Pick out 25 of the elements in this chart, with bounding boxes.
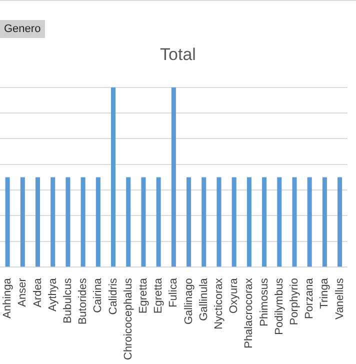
x-tick-label: Ardea — [32, 277, 44, 308]
x-tick-label: Calidris — [107, 278, 120, 315]
x-tick-label: Gallinula — [198, 277, 210, 321]
x-tick-label: Vanellus — [334, 278, 346, 320]
x-tick-label: Anser — [16, 278, 29, 307]
x-tick-label: Bubulcus — [62, 278, 74, 324]
text: Genero — [0, 20, 45, 38]
x-tick-label: Oxyura — [228, 277, 240, 314]
x-tick-label: Gallinago — [182, 278, 195, 325]
x-tick-label: Chroicocephalus — [122, 278, 134, 360]
x-tick-label: Anhinga — [2, 277, 14, 318]
x-tick-label: Phalacrocorax — [243, 278, 256, 348]
chart-title: Total — [160, 44, 196, 64]
x-tick-label: Porphyrio — [288, 278, 301, 326]
x-tick-label: Fulica — [168, 277, 180, 308]
x-tick-label: Cairina — [92, 277, 104, 313]
x-tick-label: Aythya — [46, 277, 59, 312]
x-tick-label: Phimosus — [258, 278, 270, 326]
x-tick-label: Nycticorax — [213, 278, 226, 330]
x-tick-label: Butorides — [77, 278, 90, 325]
x-tick-label: Egretta — [138, 277, 150, 314]
x-tick-label: Podilymbus — [273, 278, 286, 335]
x-tick-label: Egretta — [152, 277, 165, 314]
x-tick-label: Porzana — [304, 277, 316, 320]
x-tick-label: Tringa — [318, 277, 331, 309]
